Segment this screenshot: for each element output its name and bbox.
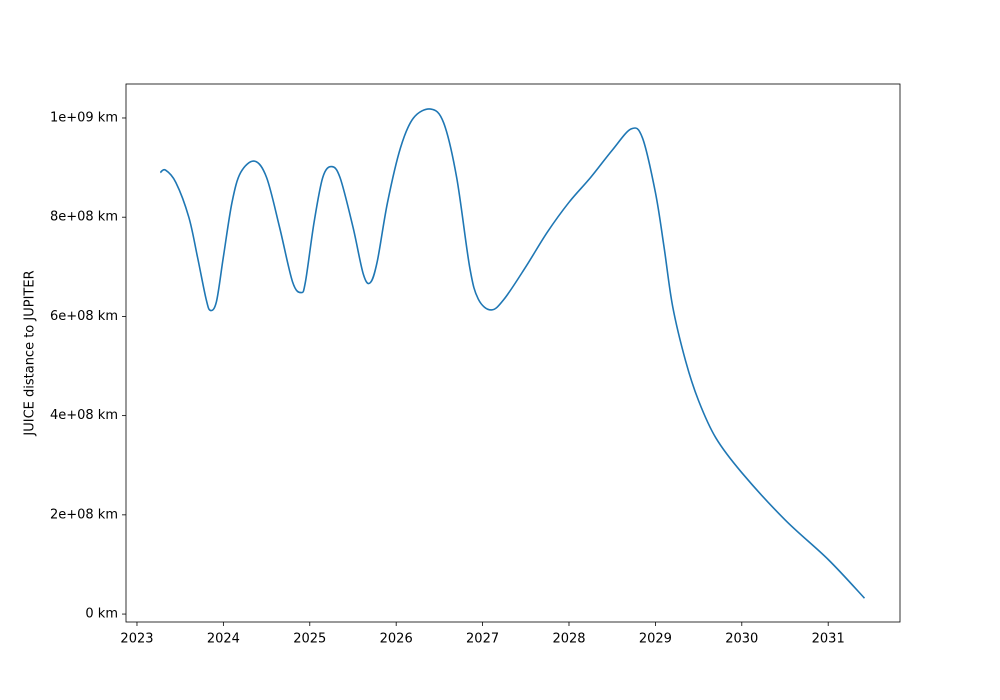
y-tick-label: 6e+08 km	[50, 309, 118, 324]
y-tick-label: 1e+09 km	[50, 110, 118, 125]
y-axis-label: JUICE distance to JUPITER	[23, 270, 38, 436]
x-tick-label: 2030	[725, 632, 758, 647]
x-tick-label: 2029	[639, 632, 672, 647]
plot-frame	[125, 83, 901, 623]
data-line	[159, 108, 866, 599]
y-tick-label: 8e+08 km	[50, 210, 118, 225]
x-tick-label: 2031	[812, 632, 845, 647]
x-tick-label: 2024	[207, 632, 240, 647]
y-tick-label: 0 km	[85, 607, 118, 622]
x-tick-label: 2025	[293, 632, 326, 647]
x-tick-label: 2028	[552, 632, 585, 647]
y-tick-label: 4e+08 km	[50, 408, 118, 423]
x-tick-label: 2027	[466, 632, 499, 647]
y-tick-label: 2e+08 km	[50, 507, 118, 522]
x-tick-label: 2023	[120, 632, 153, 647]
x-tick-label: 2026	[380, 632, 413, 647]
